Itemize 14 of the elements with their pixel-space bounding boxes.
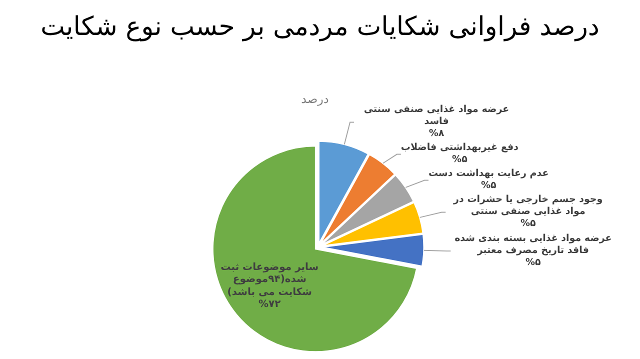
slice-label: عرضه مواد غذایی بسته بندی شده فاقد تاریخ مصرف معتبر: [454, 233, 613, 257]
slice-label: سایر موضوعات ثبت شده(۹۴موضوع شکایت می باشد): [220, 262, 320, 300]
data-label: %۵: [519, 218, 537, 230]
data-label: %۸: [428, 128, 446, 140]
data-label: %۵: [524, 256, 542, 269]
data-label: %۵: [480, 180, 498, 192]
slice-label: عدم رعایت بهداشت دست: [428, 168, 549, 180]
slice-label: دفع غیربهداشتی فاضلاب: [400, 142, 519, 154]
slice-label: وجود جسم خارجی یا حشرات در مواد غذایی صنفی سنتی: [452, 194, 604, 218]
chart-title: درصد فراوانی شکایات مردمی بر حسب نوع شکایت: [40, 12, 600, 42]
chart-subtitle: درصد: [300, 92, 330, 107]
data-label: %۷۲: [258, 299, 282, 312]
slice-label: عرضه مواد غذایی صنفی سنتی فاسد: [362, 104, 510, 128]
data-label: %۵: [451, 154, 468, 166]
